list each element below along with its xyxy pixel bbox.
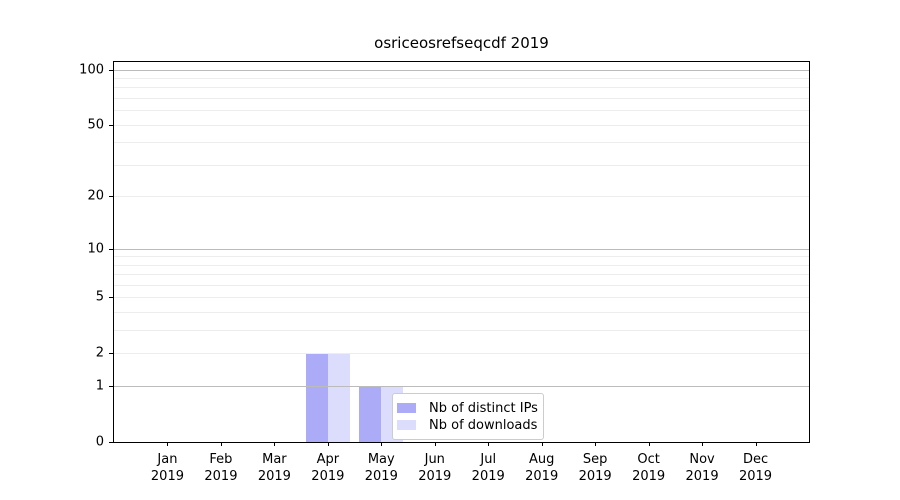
x-tick-year: 2019: [257, 469, 291, 484]
x-tick-mark: [702, 442, 704, 446]
minor-gridline: [114, 142, 809, 144]
legend-item-distinct-ips: Nb of distinct IPs: [397, 400, 538, 416]
minor-gridline: [114, 87, 809, 89]
major-gridline: [114, 386, 809, 388]
chart-title: osriceosrefseqcdf 2019: [374, 34, 549, 52]
y-tick-mark: [109, 297, 113, 299]
x-tick-month: Oct: [637, 452, 660, 467]
x-tick-year: 2019: [364, 469, 398, 484]
x-tick-year: 2019: [632, 469, 666, 484]
minor-gridline: [114, 78, 809, 80]
x-tick-mark: [541, 442, 543, 446]
y-tick-label: 2: [95, 345, 104, 361]
x-tick-year: 2019: [578, 469, 612, 484]
x-tick-mark: [648, 442, 650, 446]
x-tick-label-jan: Jan 2019: [151, 451, 184, 485]
bar-apr-distinct-ips: [305, 353, 328, 442]
x-tick-label-apr: Apr 2019: [311, 451, 344, 485]
x-tick-label-mar: Mar 2019: [258, 451, 291, 485]
minor-gridline: [114, 110, 809, 112]
y-tick-mark: [109, 353, 113, 355]
legend-label-downloads: Nb of downloads: [429, 417, 538, 433]
x-tick-mark: [220, 442, 222, 446]
y-tick-label: 0: [95, 434, 104, 450]
x-tick-month: Mar: [262, 452, 287, 467]
y-tick-mark: [109, 69, 113, 71]
x-tick-month: Jul: [480, 452, 497, 467]
y-tick-label: 5: [95, 289, 104, 305]
x-tick-month: Dec: [742, 452, 769, 467]
minor-gridline: [114, 98, 809, 100]
y-tick-mark: [109, 248, 113, 250]
x-tick-label-jul: Jul 2019: [472, 451, 505, 485]
x-tick-year: 2019: [418, 469, 452, 484]
legend: Nb of distinct IPs Nb of downloads: [392, 393, 544, 440]
minor-gridline: [114, 196, 809, 198]
x-tick-label-feb: Feb 2019: [204, 451, 237, 485]
major-gridline: [114, 69, 809, 71]
legend-label-distinct-ips: Nb of distinct IPs: [429, 400, 538, 416]
x-tick-mark: [167, 442, 169, 446]
minor-gridline: [114, 256, 809, 258]
x-tick-label-oct: Oct 2019: [632, 451, 665, 485]
x-tick-label-sep: Sep 2019: [579, 451, 612, 485]
y-tick-mark: [109, 196, 113, 198]
x-tick-mark: [381, 442, 383, 446]
x-tick-month: Jun: [424, 452, 445, 467]
x-tick-mark: [595, 442, 597, 446]
x-tick-year: 2019: [204, 469, 238, 484]
y-tick-label: 50: [87, 117, 104, 133]
minor-gridline: [114, 353, 809, 355]
x-tick-year: 2019: [311, 469, 345, 484]
x-tick-label-dec: Dec 2019: [739, 451, 772, 485]
x-tick-month: Feb: [209, 452, 233, 467]
x-tick-year: 2019: [525, 469, 559, 484]
x-tick-year: 2019: [685, 469, 719, 484]
y-tick-label: 1: [95, 378, 104, 394]
minor-gridline: [114, 312, 809, 314]
x-tick-month: May: [367, 452, 395, 467]
minor-gridline: [114, 330, 809, 332]
x-tick-year: 2019: [150, 469, 184, 484]
minor-gridline: [114, 297, 809, 299]
major-gridline: [114, 248, 809, 250]
x-tick-label-aug: Aug 2019: [525, 451, 558, 485]
bar-apr-downloads: [327, 353, 350, 442]
x-tick-year: 2019: [738, 469, 773, 484]
x-tick-month: Nov: [689, 452, 715, 467]
minor-gridline: [114, 124, 809, 126]
y-tick-mark: [109, 124, 113, 126]
x-tick-label-nov: Nov 2019: [686, 451, 719, 485]
legend-swatch-distinct-ips-icon: [397, 403, 416, 413]
x-tick-mark: [488, 442, 490, 446]
x-tick-mark: [434, 442, 436, 446]
y-tick-mark: [109, 442, 113, 443]
x-tick-label-may: May 2019: [365, 451, 398, 485]
x-tick-month: Sep: [582, 452, 608, 467]
y-tick-label: 10: [87, 241, 104, 257]
legend-swatch-downloads-icon: [397, 420, 416, 430]
x-tick-month: Apr: [316, 452, 340, 467]
minor-gridline: [114, 284, 809, 286]
legend-item-downloads: Nb of downloads: [397, 417, 538, 433]
plot-area: Nb of distinct IPs Nb of downloads 0 1 2 5 1…: [79, 61, 810, 484]
y-tick-mark: [109, 386, 113, 388]
x-tick-label-jun: Jun 2019: [418, 451, 451, 485]
x-tick-year: 2019: [471, 469, 505, 484]
x-tick-month: Jan: [157, 452, 178, 467]
x-tick-mark: [755, 442, 757, 446]
y-tick-label: 100: [79, 62, 104, 78]
minor-gridline: [114, 274, 809, 276]
x-tick-mark: [327, 442, 329, 446]
y-tick-label: 20: [87, 188, 104, 204]
minor-gridline: [114, 164, 809, 166]
x-tick-month: Aug: [528, 452, 555, 467]
minor-gridline: [114, 264, 809, 266]
bar-may-distinct-ips: [359, 386, 382, 442]
x-tick-mark: [274, 442, 276, 446]
